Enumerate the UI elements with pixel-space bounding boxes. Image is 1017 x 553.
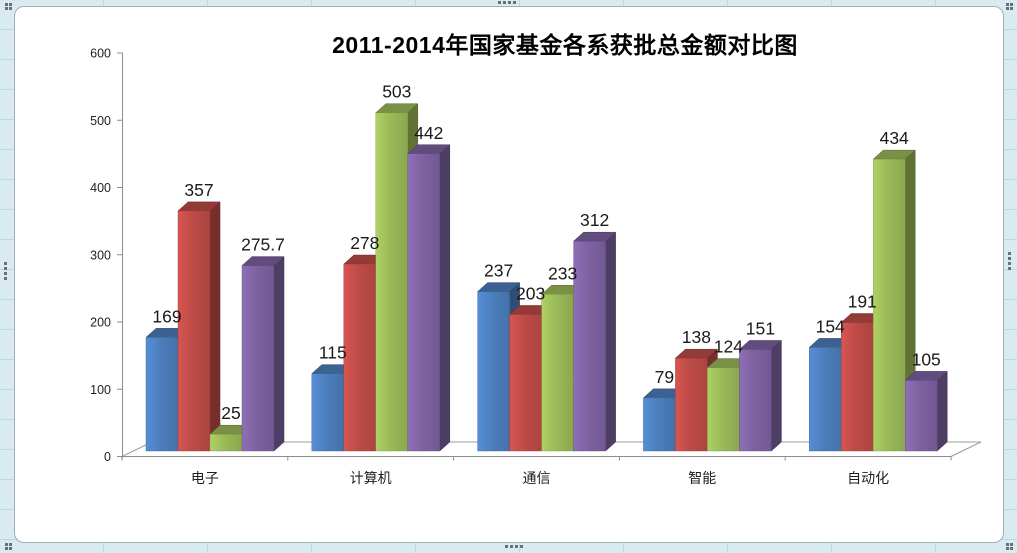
- chart-title: 2011-2014年国家基金各系获批总金额对比图: [332, 32, 798, 58]
- bar-value-label: 442: [414, 123, 443, 143]
- bar-front-face: [905, 380, 938, 452]
- bar-value-label: 154: [816, 316, 845, 336]
- y-tick-label: 0: [104, 450, 111, 464]
- bar-front-face: [707, 367, 740, 452]
- bar-series-4[interactable]: [904, 370, 948, 452]
- y-tick-label: 100: [90, 383, 111, 397]
- bar-front-face: [375, 112, 408, 452]
- bar-value-label: 124: [714, 337, 743, 357]
- bar-front-face: [541, 294, 574, 452]
- bar-value-label: 79: [655, 367, 674, 387]
- x-category-label: 通信: [523, 470, 551, 486]
- bar-front-face: [643, 397, 676, 452]
- selection-handle-bottom-center[interactable]: [505, 545, 523, 548]
- y-tick-label: 200: [90, 316, 111, 330]
- bar-side-face: [273, 256, 285, 452]
- bar-front-face: [739, 349, 772, 452]
- bar-value-label: 357: [184, 180, 213, 200]
- bar-value-label: 237: [484, 261, 513, 281]
- bar-front-face: [477, 291, 510, 452]
- bar-value-label: 115: [319, 343, 347, 363]
- x-category-label: 电子: [191, 470, 219, 486]
- selection-handle-top-right[interactable]: [1006, 3, 1013, 10]
- bar-side-face: [771, 339, 782, 452]
- bar-side-face: [209, 201, 221, 452]
- bar-side-face: [936, 370, 948, 452]
- bar-front-face: [311, 373, 344, 452]
- bar-value-label: 138: [682, 327, 711, 347]
- bar-series-4[interactable]: [407, 144, 451, 452]
- bar-front-face: [209, 433, 243, 452]
- selection-handle-right-middle[interactable]: [1008, 252, 1011, 270]
- bar-front-face: [841, 322, 874, 452]
- bar-front-face: [573, 240, 606, 452]
- bar-value-label: 25: [221, 403, 240, 423]
- bar-value-label: 278: [350, 233, 379, 253]
- bar-value-label: 233: [548, 263, 577, 283]
- bar-front-face: [809, 347, 842, 452]
- selection-handle-top-left[interactable]: [5, 3, 12, 10]
- bar-front-face: [343, 263, 376, 452]
- bar-front-face: [407, 153, 440, 452]
- bar-value-label: 169: [152, 306, 181, 326]
- bar-value-label: 203: [516, 283, 545, 303]
- bar-value-label: 105: [912, 349, 941, 369]
- x-category-label: 自动化: [847, 470, 889, 486]
- selection-handle-left-middle[interactable]: [4, 262, 7, 280]
- bar-value-label: 151: [746, 318, 775, 338]
- bar-front-face: [241, 265, 275, 452]
- bar-value-label: 503: [382, 82, 411, 102]
- floor-right-edge: [950, 441, 982, 457]
- y-tick-label: 300: [90, 248, 111, 262]
- bar-side-face: [605, 231, 616, 452]
- bar-front-face: [509, 314, 542, 452]
- bar-front-face: [145, 337, 179, 452]
- x-category-label: 计算机: [350, 470, 392, 486]
- bar-value-label: 434: [880, 128, 909, 148]
- bar-series-4[interactable]: [738, 339, 783, 452]
- bar-front-face: [177, 210, 211, 452]
- y-tick-label: 600: [90, 47, 111, 61]
- x-category-label: 智能: [688, 470, 716, 486]
- bar-series-2[interactable]: [177, 201, 221, 452]
- bar-series-3[interactable]: [872, 149, 916, 452]
- y-tick-label: 400: [90, 181, 111, 195]
- selection-handle-bottom-right[interactable]: [1006, 543, 1013, 550]
- bar-series-4[interactable]: [241, 256, 285, 452]
- bar-front-face: [675, 357, 708, 452]
- bar-value-label: 312: [580, 210, 609, 230]
- bar-front-face: [873, 158, 906, 452]
- bar-value-label: 191: [848, 292, 877, 312]
- bar-value-label: 275.7: [241, 235, 285, 255]
- selection-handle-top-center[interactable]: [498, 1, 516, 4]
- bar-series-4[interactable]: [572, 231, 617, 452]
- bar-side-face: [439, 144, 451, 452]
- y-tick-label: 500: [90, 114, 111, 128]
- selection-handle-bottom-left[interactable]: [5, 543, 12, 550]
